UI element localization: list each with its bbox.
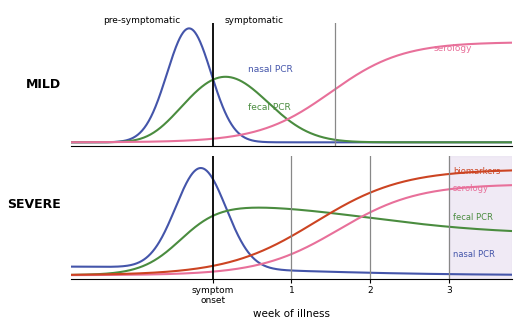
Text: nasal PCR: nasal PCR	[248, 65, 293, 74]
X-axis label: week of illness: week of illness	[253, 309, 330, 319]
Text: pre-symptomatic: pre-symptomatic	[103, 16, 180, 25]
Bar	[449, 156, 512, 279]
Text: SEVERE: SEVERE	[7, 198, 61, 211]
Text: nasal PCR: nasal PCR	[453, 250, 495, 259]
Text: biomarkers: biomarkers	[453, 167, 500, 176]
Text: serology: serology	[433, 44, 472, 53]
Text: serology: serology	[453, 184, 489, 193]
Text: fecal PCR: fecal PCR	[248, 103, 291, 112]
Text: MILD: MILD	[26, 78, 61, 91]
Text: symptomatic: symptomatic	[224, 16, 284, 25]
Text: fecal PCR: fecal PCR	[453, 213, 493, 222]
